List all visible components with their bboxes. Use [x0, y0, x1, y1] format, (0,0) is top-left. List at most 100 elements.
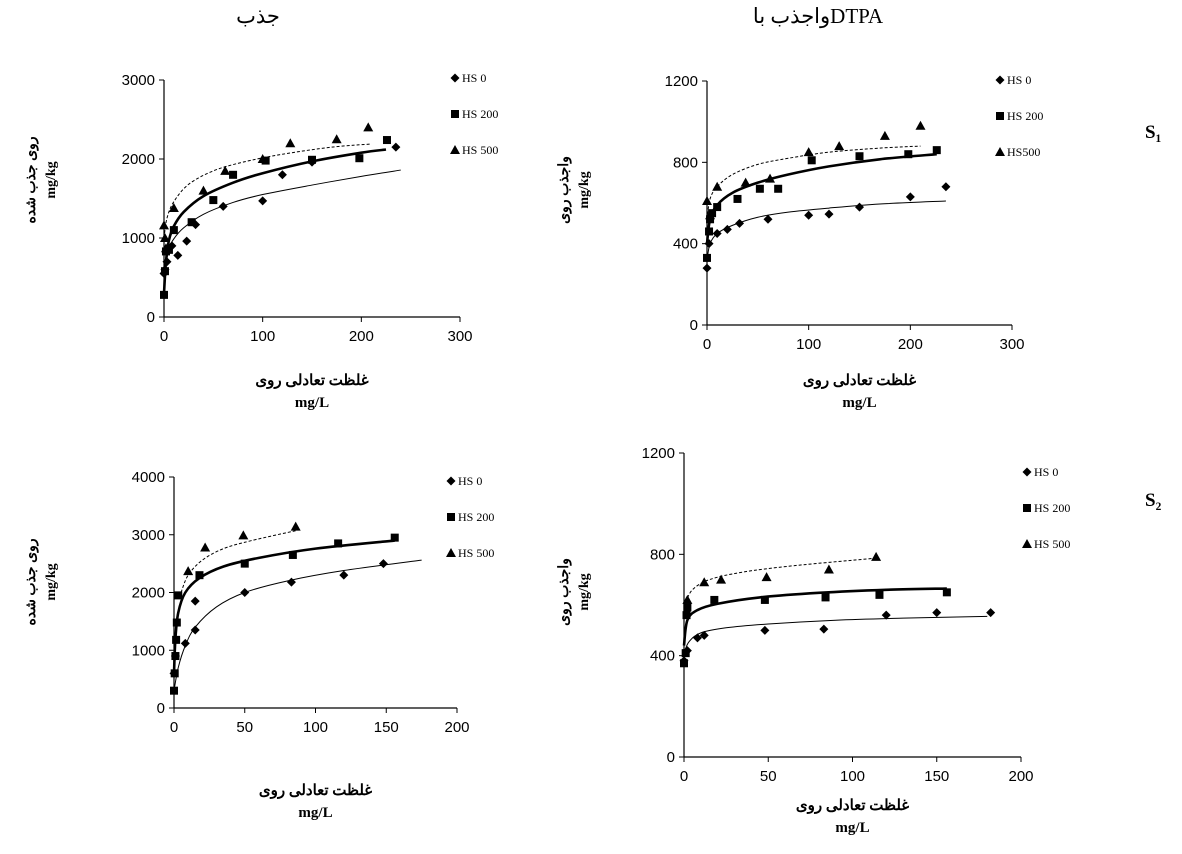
x-tick-label: 150: [924, 768, 949, 785]
data-point-hs200: [713, 203, 722, 212]
x-tick-label: 0: [160, 328, 168, 345]
data-point-hs0: [855, 202, 864, 212]
legend-label: HS 200: [1034, 501, 1070, 515]
data-point-hs500: [803, 147, 814, 157]
legend-marker-diamond: [1022, 467, 1032, 477]
data-point-hs200: [169, 226, 178, 235]
x-tick-label: 300: [447, 328, 472, 345]
data-point-hs0: [760, 625, 770, 635]
x-tick-label: 0: [680, 768, 688, 785]
legend-label: HS 200: [1007, 109, 1043, 123]
y-axis-label: روی جذب شده: [24, 538, 39, 625]
data-point-hs0: [905, 192, 915, 202]
legend-marker-diamond: [446, 476, 456, 486]
data-point-hs0: [180, 638, 190, 648]
y-tick-label: 1200: [665, 73, 698, 90]
data-point-hs200: [705, 227, 714, 236]
y-tick-label: 2000: [122, 151, 155, 168]
data-point-hs200: [703, 253, 711, 262]
data-point-hs200: [710, 595, 719, 604]
legend-marker-square: [996, 112, 1004, 120]
x-tick-label: 200: [898, 336, 923, 353]
data-point-hs500: [363, 122, 374, 132]
data-point-hs200: [170, 686, 178, 695]
y-tick-label: 2000: [132, 585, 165, 602]
data-point-hs500: [915, 120, 926, 130]
x-axis-label: غلظت تعادلی روی: [259, 783, 372, 799]
y-tick-label: 0: [690, 317, 698, 334]
data-point-hs500: [290, 521, 301, 531]
legend-label: HS 0: [1007, 73, 1031, 87]
fit-curve-hs0: [706, 200, 946, 261]
x-tick-label: 300: [999, 336, 1024, 353]
data-point-hs500: [702, 195, 712, 205]
y-tick-label: 1200: [642, 445, 675, 462]
data-point-hs200: [229, 170, 238, 179]
data-point-hs200: [760, 595, 769, 604]
data-point-hs200: [288, 550, 297, 559]
data-point-hs200: [240, 559, 249, 568]
data-point-hs0: [692, 633, 702, 643]
fit-curve-hs500: [180, 530, 296, 593]
data-point-hs0: [932, 608, 942, 618]
y-axis-label: واجذب روی: [557, 156, 572, 224]
y-tick-label: 1000: [132, 642, 165, 659]
data-point-hs200: [308, 155, 316, 164]
data-point-hs200: [334, 539, 343, 548]
x-axis-unit: mg/L: [295, 395, 329, 411]
fit-curve-hs0: [683, 615, 988, 654]
legend-marker-diamond: [450, 73, 460, 83]
x-tick-label: 200: [1008, 768, 1033, 785]
data-point-hs500: [159, 220, 169, 230]
x-tick-label: 150: [374, 719, 399, 736]
fit-curve-hs200: [162, 148, 387, 294]
data-point-hs0: [258, 196, 268, 206]
data-point-hs200: [160, 267, 169, 276]
x-tick-label: 100: [303, 719, 328, 736]
data-point-hs500: [716, 574, 727, 584]
legend-marker-square: [1023, 504, 1031, 512]
data-point-hs200: [187, 218, 196, 227]
legend-marker-triangle: [1022, 539, 1032, 548]
y-tick-label: 0: [157, 700, 165, 717]
legend-label: HS 500: [462, 143, 498, 157]
data-point-hs0: [702, 263, 712, 273]
data-point-hs200: [755, 184, 764, 193]
y-tick-label: 1000: [122, 230, 155, 247]
row-label-s2: S₂: [1145, 490, 1162, 511]
data-point-hs200: [708, 209, 717, 218]
data-point-hs0: [218, 201, 228, 211]
x-axis-unit: mg/L: [835, 820, 869, 836]
data-point-hs200: [209, 196, 218, 205]
data-point-hs200: [875, 590, 884, 599]
x-tick-label: 200: [349, 328, 374, 345]
legend-label: HS 200: [458, 510, 494, 524]
data-point-hs500: [761, 572, 772, 582]
data-point-hs0: [286, 577, 296, 587]
data-point-hs0: [712, 229, 722, 238]
data-point-hs0: [391, 142, 401, 152]
data-point-hs0: [722, 224, 732, 234]
data-point-hs0: [190, 596, 200, 606]
data-point-hs500: [705, 210, 716, 220]
fit-curve-hs0: [173, 559, 422, 691]
data-point-hs500: [699, 577, 710, 587]
data-point-hs200: [821, 593, 830, 602]
x-tick-label: 0: [703, 336, 711, 353]
data-point-hs200: [733, 194, 742, 203]
y-tick-label: 800: [650, 546, 675, 563]
y-tick-label: 0: [147, 309, 155, 326]
legend-label: HS 0: [1034, 465, 1058, 479]
x-tick-label: 50: [760, 768, 777, 785]
data-point-hs200: [807, 156, 816, 165]
data-point-hs200: [355, 154, 364, 163]
legend-label: HS 200: [462, 107, 498, 121]
data-point-hs0: [240, 588, 250, 597]
y-tick-label: 3000: [122, 72, 155, 89]
data-point-hs200: [171, 652, 180, 661]
y-tick-label: 3000: [132, 527, 165, 544]
legend-label: HS 500: [458, 546, 494, 560]
